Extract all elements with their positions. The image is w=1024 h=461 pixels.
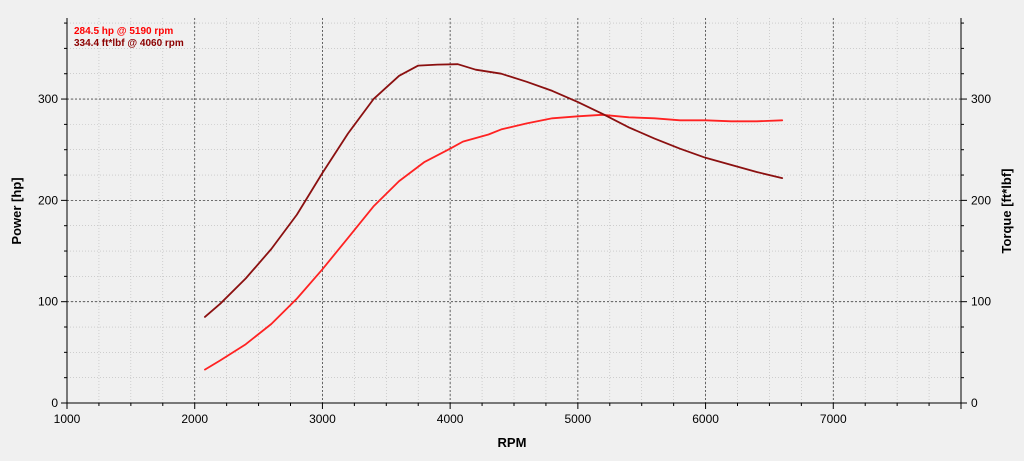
- x-tick-label: 2000: [181, 412, 208, 426]
- tick-labels: 1000 2000 3000 4000 5000 6000 7000 0 0 100 100 200 2…: [38, 92, 991, 426]
- left-axis-title: Power [hp]: [9, 177, 24, 244]
- power-series-line: [203, 113, 784, 371]
- left-y-tick-label: 300: [38, 92, 58, 106]
- x-tick-label: 7000: [820, 412, 847, 426]
- x-tick-label: 3000: [309, 412, 336, 426]
- right-axis-title: Torque [ft*lbf]: [999, 169, 1014, 254]
- left-y-tick-label: 200: [38, 193, 58, 207]
- left-y-tick-label: 100: [38, 295, 58, 309]
- series-lines: [203, 63, 784, 371]
- axis-ticks: [61, 22, 967, 409]
- right-y-tick-label: 100: [971, 295, 991, 309]
- left-y-tick-label: 0: [51, 396, 58, 410]
- x-axis-title: RPM: [498, 435, 527, 450]
- right-y-tick-label: 300: [971, 92, 991, 106]
- right-y-tick-label: 0: [971, 396, 978, 410]
- x-tick-label: 6000: [692, 412, 719, 426]
- x-tick-label: 4000: [437, 412, 464, 426]
- peak-torque-annotation: 334.4 ft*lbf @ 4060 rpm: [74, 38, 184, 49]
- peak-power-annotation: 284.5 hp @ 5190 rpm: [74, 26, 173, 37]
- x-tick-label: 5000: [565, 412, 592, 426]
- torque-series-line: [203, 63, 784, 318]
- x-tick-label: 1000: [54, 412, 81, 426]
- right-y-tick-label: 200: [971, 193, 991, 207]
